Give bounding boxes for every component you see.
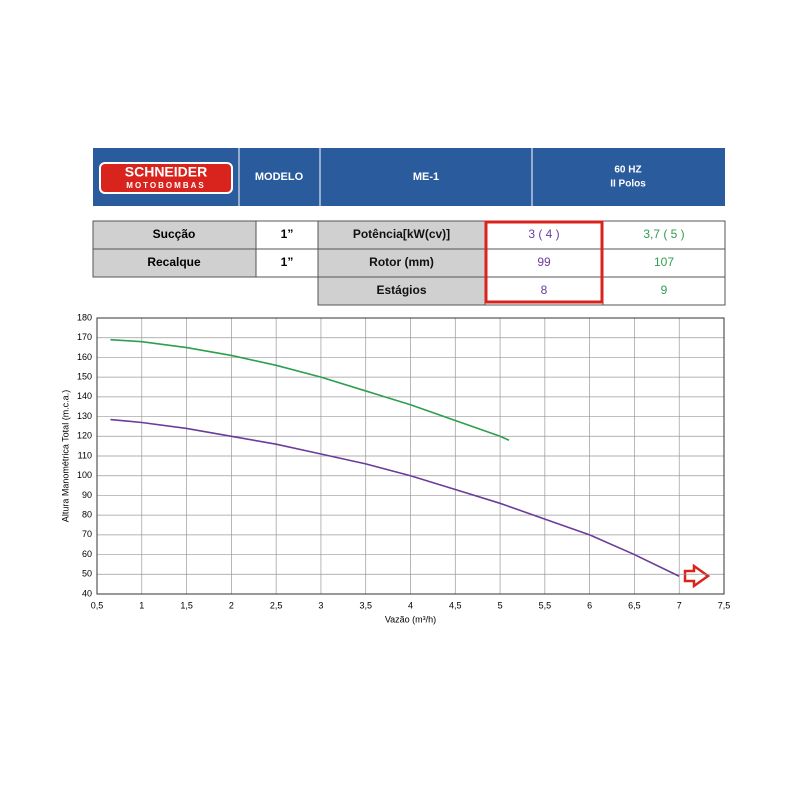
y-tick-label: 170 [77,332,92,342]
x-tick-label: 7 [677,600,682,610]
y-tick-label: 40 [82,588,92,598]
logo-subtext: MOTOBOMBAS [126,181,205,190]
y-tick-label: 50 [82,569,92,579]
x-tick-label: 5 [498,600,503,610]
x-tick-label: 5,5 [539,600,552,610]
logo-text: SCHNEIDER [125,164,207,180]
cell-text: 107 [654,255,674,269]
cell-text: Recalque [147,255,201,269]
y-tick-label: 130 [77,411,92,421]
x-tick-label: 4 [408,600,413,610]
cell-text: Sucção [153,227,196,241]
cell-text: Estágios [376,283,426,297]
cell-text: 3 ( 4 ) [528,227,559,241]
curve [110,338,510,441]
table-cell [317,248,486,278]
x-tick-label: 1,5 [180,600,193,610]
cell-text: 1” [281,227,294,241]
y-axis-label: Altura Manométrica Total (m.c.a.) [60,390,70,522]
y-tick-label: 100 [77,470,92,480]
table-cell [602,220,726,250]
cell-text: 1” [281,255,294,269]
table-cell [484,220,604,250]
arrow-icon [683,563,711,589]
y-tick-label: 80 [82,510,92,520]
x-axis-label: Vazão (m³/h) [385,614,436,624]
cell-text: Potência[kW(cv)] [353,227,450,241]
y-tick-label: 140 [77,391,92,401]
y-tick-label: 110 [78,450,92,460]
x-tick-label: 3 [318,600,323,610]
cell-text: 99 [537,255,551,269]
header-cell: 60 HZ [614,165,641,176]
label-cell [92,248,257,278]
value-cell [255,248,319,278]
header-cell: ME-1 [413,171,439,183]
x-tick-label: 2,5 [270,600,283,610]
y-tick-label: 70 [82,529,92,539]
y-tick-label: 150 [77,372,92,382]
x-tick-label: 6,5 [628,600,641,610]
plot-frame [96,317,725,595]
header-cell: II Polos [610,179,646,190]
y-tick-label: 180 [77,312,92,322]
cell-text: 3,7 ( 5 ) [643,227,684,241]
x-tick-label: 0,5 [91,600,104,610]
logo [99,162,233,194]
x-tick-label: 2 [229,600,234,610]
x-tick-label: 7,5 [718,600,731,610]
x-tick-label: 4,5 [449,600,462,610]
y-tick-label: 120 [77,431,92,441]
x-tick-label: 3,5 [359,600,372,610]
cell-text: 9 [661,283,668,297]
curve [110,418,680,577]
x-tick-label: 1 [139,600,144,610]
y-tick-label: 160 [77,352,92,362]
header-cell: MODELO [255,171,304,183]
cell-text: Rotor (mm) [369,255,434,269]
y-tick-label: 90 [82,490,92,500]
cell-text: 8 [541,283,548,297]
y-tick-label: 60 [82,549,92,559]
x-tick-label: 6 [587,600,592,610]
highlight-box [484,220,604,304]
table-cell [317,276,486,306]
